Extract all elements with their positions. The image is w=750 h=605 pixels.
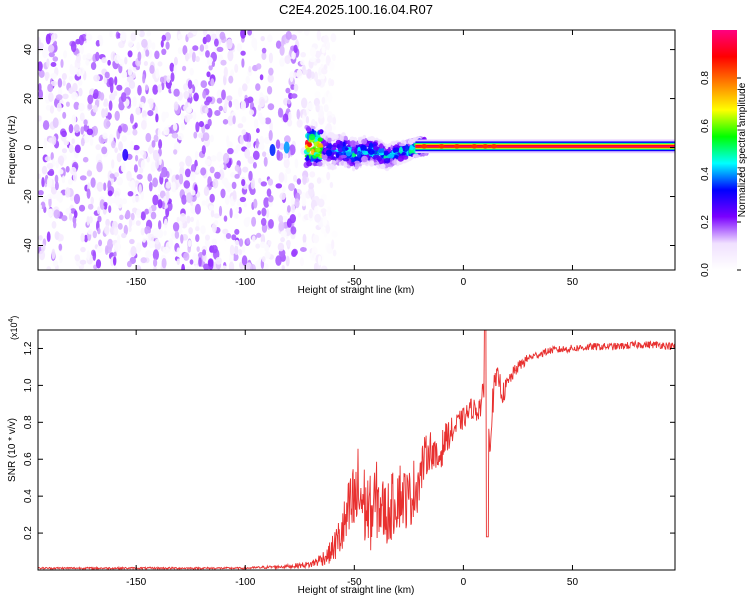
snr-x-tick-label: 50 <box>567 577 579 588</box>
snr-y-tick-label: 0.4 <box>23 489 34 503</box>
spectrogram-y-ticks: -40 -20 0 20 40 <box>23 44 675 253</box>
spectrogram-y-tick-label: -40 <box>23 238 34 253</box>
snr-y-tick-label: 0.6 <box>23 452 34 466</box>
spectrogram-y-label: Frequency (Hz) <box>7 116 18 185</box>
noise-region <box>38 30 338 270</box>
colorbar: 0.0 0.2 0.4 0.6 0.8 Normalized spectral ampl… <box>700 30 748 277</box>
spectrogram-x-tick-label: -100 <box>235 277 255 288</box>
spectrogram-y-tick-label: -20 <box>23 189 34 204</box>
snr-y-tick-label: 0.2 <box>23 526 34 540</box>
figure-title: C2E4.2025.100.16.04.R07 <box>279 2 433 17</box>
snr-scale-exp: 4 <box>8 318 15 322</box>
spectrogram-y-tick-label: 40 <box>23 44 34 56</box>
colorbar-gradient <box>712 30 737 270</box>
snr-x-label: Height of straight line (km) <box>298 585 415 596</box>
colorbar-tick-label: 0.8 <box>700 71 711 85</box>
snr-x-tick-label: -50 <box>347 577 362 588</box>
spectrogram-y-tick-label: 20 <box>23 93 34 105</box>
signal-band <box>122 124 675 172</box>
colorbar-tick-label: 0.0 <box>700 263 711 277</box>
snr-scale-base: (x10 <box>9 322 19 340</box>
snr-x-tick-label: 0 <box>461 577 467 588</box>
spectrogram-x-tick-label: 0 <box>461 277 467 288</box>
snr-scale-close: ) <box>9 316 19 319</box>
spectrogram-panel: -150 -100 -50 0 50 -40 -20 0 20 40 Height of str… <box>7 29 676 296</box>
colorbar-tick-label: 0.4 <box>700 167 711 181</box>
snr-plot-area <box>38 330 675 570</box>
spectrogram-x-ticks: -150 -100 -50 0 50 <box>126 30 578 288</box>
snr-y-tick-label: 1.0 <box>23 378 34 392</box>
colorbar-ticks: 0.0 0.2 0.4 0.6 0.8 <box>700 71 741 277</box>
snr-panel: -150 -100 -50 0 50 0.2 0.4 0.6 0.8 1.0 1.2 Height… <box>7 316 676 596</box>
spectrogram-x-tick-label: 50 <box>567 277 579 288</box>
snr-y-tick-label: 0.8 <box>23 415 34 429</box>
snr-series-line <box>38 330 675 570</box>
snr-y-tick-label: 1.2 <box>23 341 34 355</box>
snr-y-label: SNR (10 * v/v) <box>7 418 18 482</box>
spectrogram-x-label: Height of straight line (km) <box>298 285 415 296</box>
snr-scale-label: (x104) <box>8 316 19 340</box>
spectrogram-x-tick-label: -150 <box>126 277 146 288</box>
spectrogram-y-tick-label: 0 <box>23 144 34 150</box>
spectrogram-x-tick-label: -50 <box>347 277 362 288</box>
snr-frame <box>37 329 676 571</box>
colorbar-label: Normalized spectral amplitude <box>737 82 748 217</box>
snr-x-ticks: -150 -100 -50 0 50 <box>126 330 578 588</box>
spectrogram-frame <box>37 29 676 271</box>
colorbar-tick-label: 0.2 <box>700 215 711 229</box>
svg-text:(x104): (x104) <box>8 316 19 340</box>
snr-y-ticks: 0.2 0.4 0.6 0.8 1.0 1.2 <box>23 341 675 540</box>
colorbar-tick-label: 0.6 <box>700 119 711 133</box>
snr-x-tick-label: -150 <box>126 577 146 588</box>
snr-x-tick-label: -100 <box>235 577 255 588</box>
spectrogram-plot-area <box>38 30 675 270</box>
